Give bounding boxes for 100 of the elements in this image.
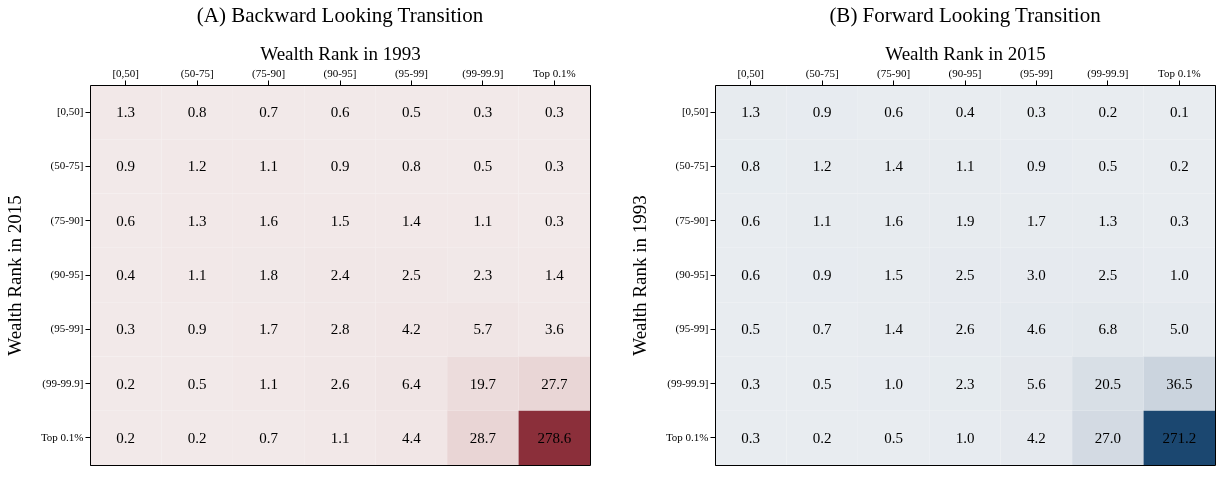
data-label: 0.9: [116, 158, 136, 175]
data-label: 0.4: [116, 267, 136, 283]
data-label: 20.5: [1094, 375, 1121, 392]
data-label: 0.5: [402, 104, 421, 121]
data-label: 0.2: [116, 375, 136, 392]
data-label: 1.1: [473, 212, 493, 229]
data-label: 2.6: [330, 375, 350, 392]
data-label: 0.2: [1098, 104, 1118, 121]
data-label: 2.3: [473, 267, 493, 283]
y-axis-title: Wealth Rank in 2015: [3, 195, 25, 356]
data-label: 0.4: [955, 104, 975, 121]
data-label: 0.9: [330, 158, 350, 175]
y-tick-label: (99-99.9]: [42, 376, 84, 390]
data-label: 0.8: [187, 104, 207, 121]
data-label: 0.9: [187, 321, 207, 338]
data-label: 36.5: [1166, 375, 1193, 392]
data-label: 28.7: [469, 429, 497, 446]
data-label: 0.2: [116, 429, 136, 446]
y-tick-label: Top 0.1%: [40, 430, 84, 443]
data-label: 2.5: [1098, 267, 1118, 283]
data-label: 278.6: [537, 429, 572, 446]
data-label: 1.4: [884, 158, 904, 175]
data-label: 0.3: [741, 375, 761, 392]
data-label: 271.2: [1162, 429, 1197, 446]
data-label: 1.1: [812, 212, 832, 229]
data-label: 0.3: [741, 429, 761, 446]
data-label: 1.0: [955, 429, 975, 446]
data-label: 0.6: [116, 212, 136, 229]
data-label: 4.6: [1027, 321, 1047, 338]
y-tick-label: Top 0.1%: [665, 430, 709, 443]
data-label: 0.5: [187, 375, 207, 392]
data-label: 1.1: [259, 375, 278, 392]
data-label: 1.6: [884, 212, 904, 229]
x-tick-label: (50-75]: [180, 66, 214, 80]
data-label: 4.2: [1027, 429, 1046, 446]
y-tick-label: (90-95]: [675, 268, 709, 281]
data-label: 27.0: [1094, 429, 1121, 446]
data-label: 0.3: [544, 212, 564, 229]
data-label: 1.7: [259, 321, 279, 338]
data-label: 0.9: [1027, 158, 1046, 175]
y-tick-label: (75-90]: [675, 213, 709, 227]
data-label: 0.6: [741, 267, 761, 283]
data-label: 1.9: [955, 212, 975, 229]
data-label: 0.7: [259, 429, 279, 446]
data-label: 1.4: [544, 267, 565, 283]
data-label: 1.3: [741, 104, 761, 121]
data-label: 0.1: [1169, 104, 1189, 121]
x-axis-title: Wealth Rank in 1993: [260, 42, 421, 64]
data-label: 0.5: [884, 429, 903, 446]
y-tick-label: (50-75]: [50, 159, 84, 173]
data-label: 1.5: [330, 212, 350, 229]
data-label: 0.6: [330, 104, 350, 121]
x-tick-label: [0,50]: [737, 66, 764, 79]
data-label: 0.9: [812, 104, 832, 121]
data-label: 6.4: [402, 375, 422, 392]
x-tick-label: (90-95]: [948, 66, 982, 80]
data-label: 1.8: [259, 267, 278, 283]
x-tick-label: (95-99]: [394, 66, 428, 80]
x-tick-label: (95-99]: [1019, 66, 1053, 80]
chart-title: (B) Forward Looking Transition: [829, 3, 1102, 27]
data-label: 0.2: [812, 429, 832, 446]
data-label: 1.1: [187, 267, 207, 283]
data-label: 19.7: [469, 375, 497, 392]
data-label: 2.3: [955, 375, 975, 392]
data-label: 2.5: [955, 267, 975, 283]
data-label: 0.3: [1169, 212, 1189, 229]
chart-title: (A) Backward Looking Transition: [196, 3, 484, 27]
data-label: 1.6: [259, 212, 279, 229]
data-label: 1.1: [259, 158, 278, 175]
data-label: 0.3: [544, 104, 564, 121]
data-label: 4.4: [402, 429, 422, 446]
data-label: 2.4: [330, 267, 350, 283]
x-tick-label: (99-99.9]: [462, 66, 504, 80]
y-tick-label: (95-99]: [675, 322, 709, 336]
data-label: 4.2: [402, 321, 421, 338]
data-label: 0.6: [741, 212, 761, 229]
y-axis-title: Wealth Rank in 1993: [628, 195, 650, 356]
data-label: 1.1: [955, 158, 975, 175]
x-tick-label: [0,50]: [112, 66, 139, 79]
data-label: 3.6: [544, 321, 565, 338]
x-tick-label: Top 0.1%: [532, 66, 576, 79]
data-label: 1.5: [884, 267, 903, 283]
y-tick-label: [0,50]: [681, 105, 709, 118]
y-tick-label: (90-95]: [50, 268, 84, 281]
data-label: 0.7: [259, 104, 279, 121]
data-label: 0.6: [884, 104, 904, 121]
data-label: 1.2: [187, 158, 207, 175]
x-tick-label: (50-75]: [805, 66, 839, 80]
data-label: 0.2: [187, 429, 207, 446]
data-label: 0.8: [741, 158, 761, 175]
data-label: 1.3: [187, 212, 207, 229]
data-label: 5.7: [473, 321, 493, 338]
data-label: 1.4: [402, 212, 422, 229]
y-tick-label: [0,50]: [56, 105, 84, 118]
data-label: 1.7: [1027, 212, 1047, 229]
data-label: 0.8: [402, 158, 421, 175]
x-tick-label: Top 0.1%: [1157, 66, 1201, 79]
data-label: 1.3: [1098, 212, 1118, 229]
x-tick-label: (75-90]: [877, 66, 911, 80]
data-label: 6.8: [1098, 321, 1118, 338]
